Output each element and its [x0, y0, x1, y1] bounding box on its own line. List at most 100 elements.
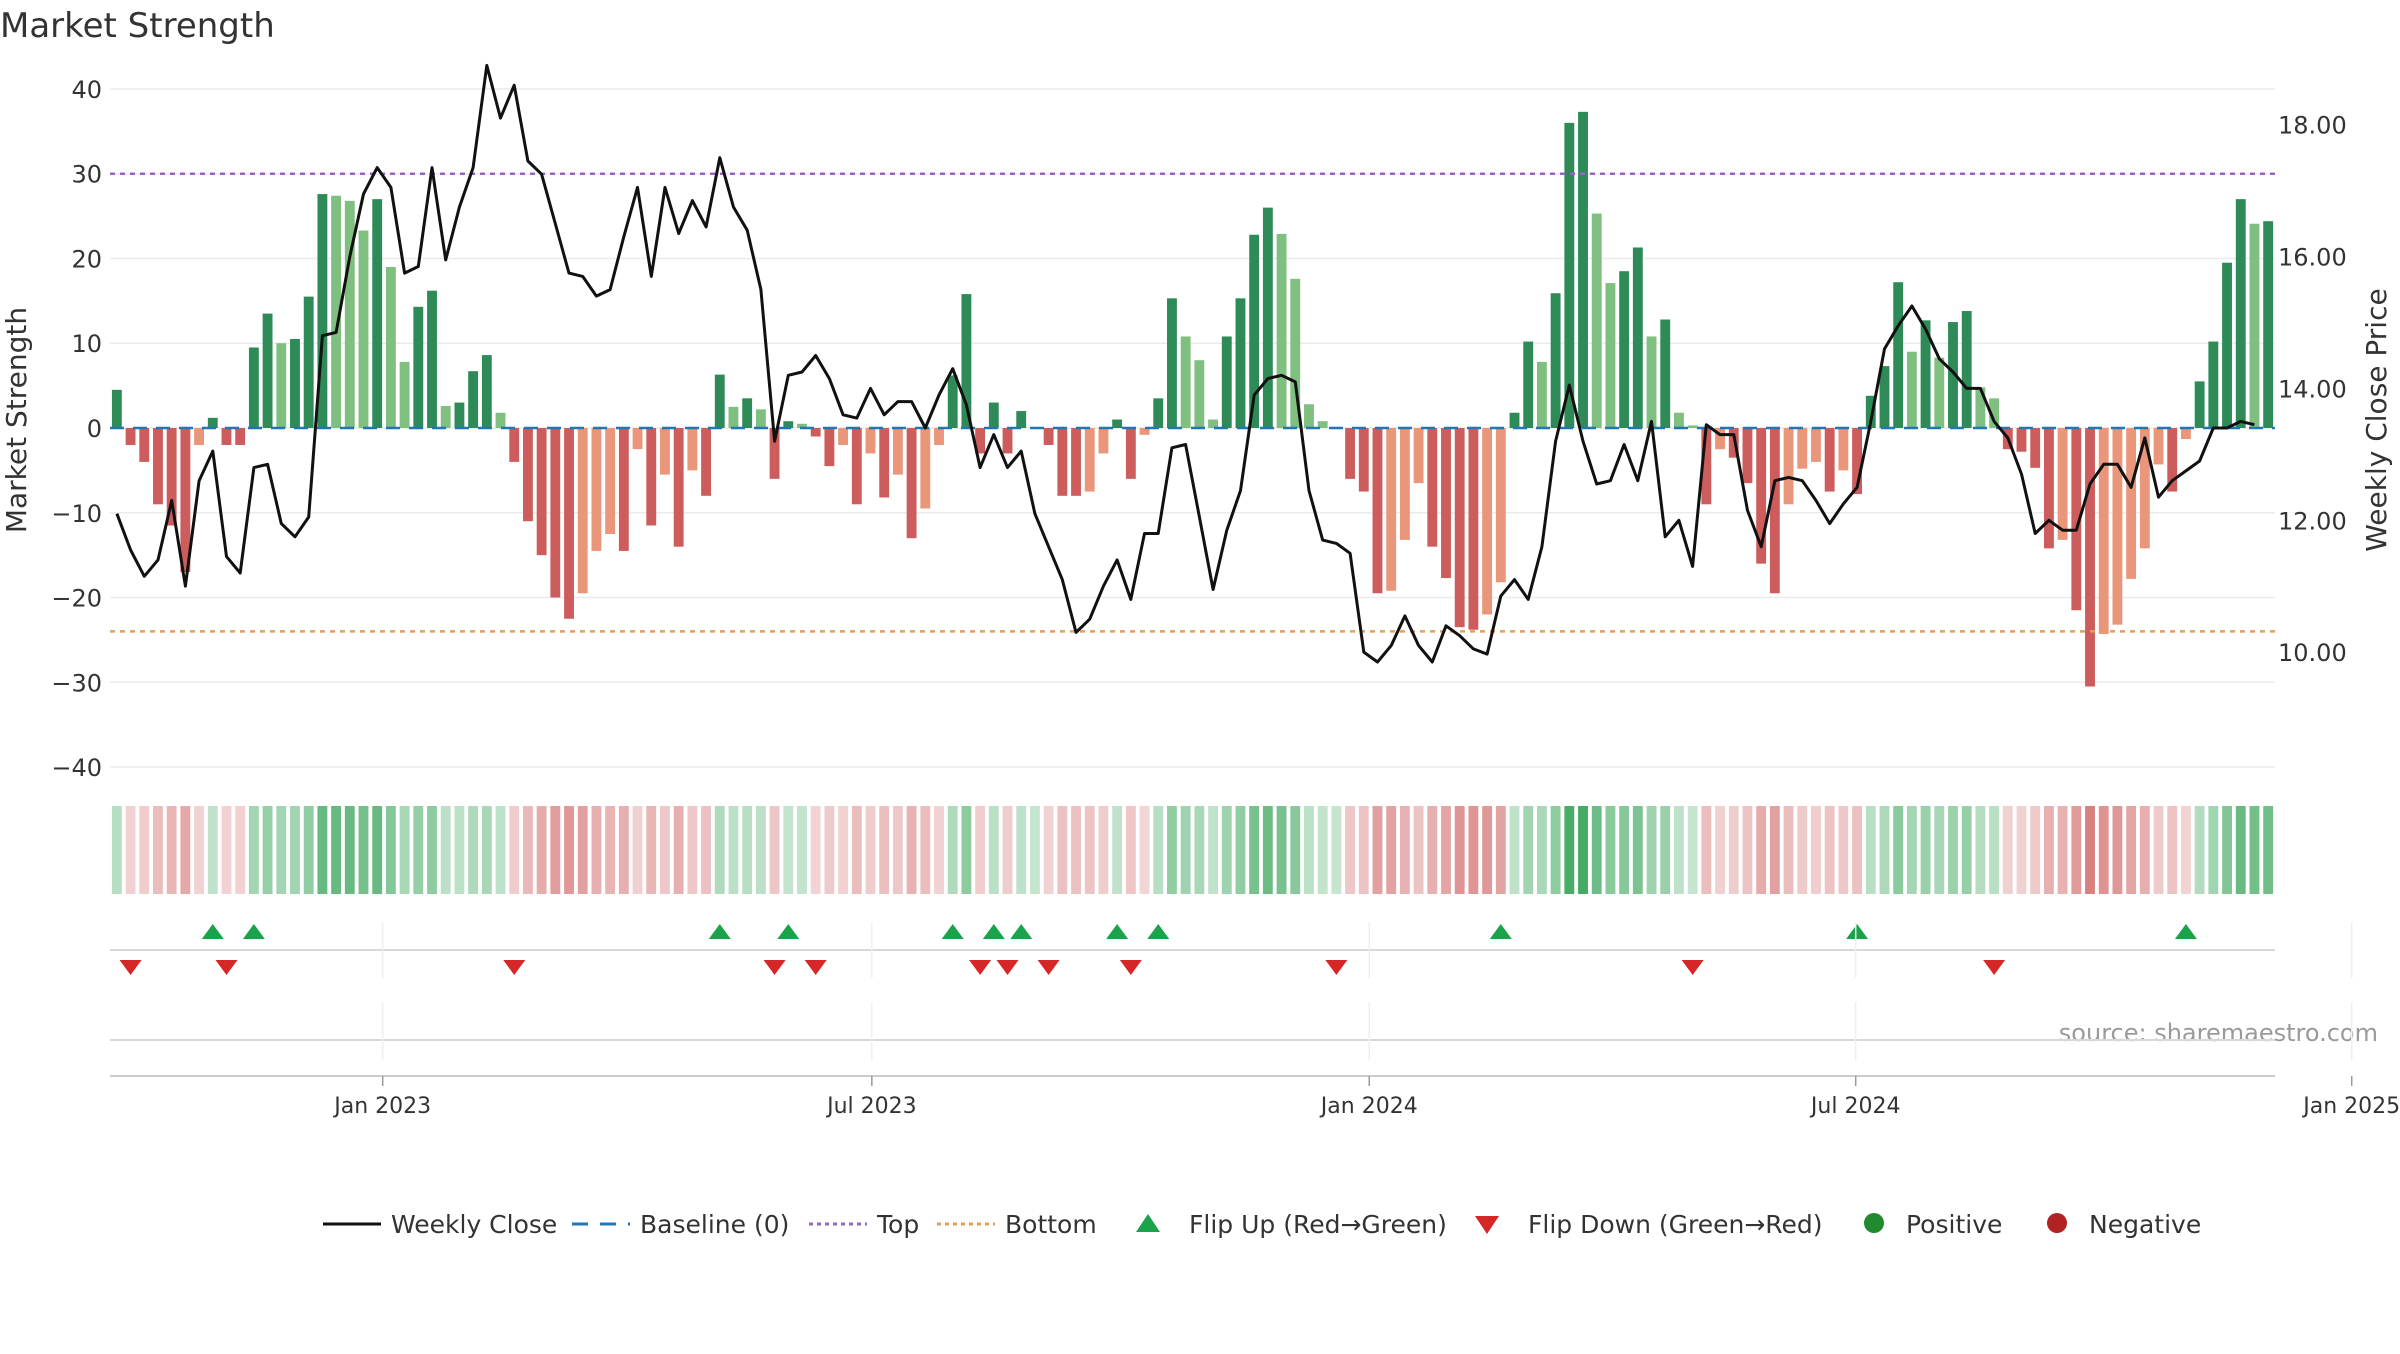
regime-cell: [509, 806, 520, 894]
flip-up-marker: [1010, 924, 1033, 939]
regime-cell: [646, 806, 657, 894]
regime-cell: [742, 806, 753, 894]
regime-cell: [468, 806, 479, 894]
regime-cell: [1550, 806, 1561, 894]
regime-cell: [1441, 806, 1451, 894]
regime-cell: [1646, 806, 1657, 894]
regime-cell: [810, 806, 821, 894]
strength-bar: [1605, 283, 1616, 428]
regime-cell: [1331, 806, 1342, 894]
regime-cell: [1523, 806, 1534, 894]
legend-entry[interactable]: Negative: [2047, 1210, 2201, 1239]
strength-bar: [1235, 298, 1246, 428]
strength-bar: [180, 428, 191, 573]
legend-label: Top: [876, 1210, 919, 1239]
regime-cell: [1029, 806, 1040, 894]
flip-down-marker: [1119, 960, 1142, 975]
regime-cell: [961, 806, 972, 894]
regime-cell: [906, 806, 917, 894]
regime-cell: [1139, 806, 1150, 894]
strength-bar: [1358, 428, 1369, 492]
legend-entry[interactable]: Baseline (0): [572, 1210, 789, 1239]
regime-cell: [276, 806, 287, 894]
strength-bar: [1249, 234, 1260, 428]
strength-bar: [1468, 428, 1479, 630]
regime-strip: [111, 806, 2274, 894]
legend[interactable]: Weekly Close Baseline (0) Top Bottom Flip Up…: [323, 1210, 2201, 1239]
regime-cell: [1509, 806, 1520, 894]
regime-cell: [153, 806, 163, 894]
flip-down-marker: [119, 960, 142, 975]
flip-up-marker: [1489, 924, 1512, 939]
strength-bar: [2112, 428, 2123, 625]
regime-cell: [618, 806, 629, 894]
strength-bar: [331, 195, 342, 428]
strength-bar: [783, 421, 794, 428]
strength-bar: [1016, 411, 1027, 428]
strength-bar: [1715, 428, 1725, 450]
regime-cell: [564, 806, 574, 894]
flip-up-marker: [201, 924, 224, 939]
strength-bar: [1043, 428, 1054, 445]
regime-cell: [427, 806, 437, 894]
regime-cell: [2016, 806, 2027, 894]
regime-cell: [1153, 806, 1164, 894]
regime-cell: [1769, 806, 1780, 894]
legend-entry[interactable]: Bottom: [937, 1210, 1097, 1239]
strength-bar: [1002, 428, 1013, 454]
legend-entry[interactable]: Flip Up (Red→Green): [1136, 1210, 1447, 1239]
x-tick-label: Jul 2024: [1809, 1094, 1901, 1119]
strength-bar: [618, 428, 629, 551]
strength-bar: [235, 428, 246, 445]
regime-cell: [522, 806, 533, 894]
x-axis: Jan 2023 Jul 2023 Jan 2024 Jul 2024 Jan 2025…: [110, 922, 2400, 1119]
strength-bar: [2126, 428, 2137, 579]
triangle-down-icon: [1475, 1216, 1499, 1234]
legend-entry[interactable]: Positive: [1864, 1210, 2002, 1239]
regime-cell: [947, 806, 958, 894]
regime-cell: [1811, 806, 1821, 894]
strength-bar: [1495, 428, 1506, 583]
regime-cell: [1619, 806, 1630, 894]
strength-bar: [1304, 404, 1314, 428]
regime-cell: [988, 806, 999, 894]
strength-bar: [947, 375, 958, 428]
regime-cell: [1180, 806, 1191, 894]
strength-bar: [961, 294, 972, 428]
regime-cell: [2139, 806, 2150, 894]
regime-cell: [577, 806, 588, 894]
regime-cell: [892, 806, 903, 894]
strength-bar: [303, 296, 314, 428]
regime-cell: [1701, 806, 1712, 894]
regime-cell: [755, 806, 766, 894]
strength-bar: [934, 428, 944, 445]
strength-bar: [1564, 122, 1575, 428]
strength-bar: [2057, 428, 2068, 540]
legend-entry[interactable]: Top: [809, 1210, 919, 1239]
strength-bar: [797, 423, 807, 428]
strength-bar: [1989, 398, 2000, 428]
regime-cell: [495, 806, 506, 894]
regime-cell: [851, 806, 862, 894]
flip-down-marker: [804, 960, 827, 975]
regime-cell: [1084, 806, 1095, 894]
strength-bar: [125, 428, 136, 445]
legend-entry[interactable]: Flip Down (Green→Red): [1475, 1210, 1823, 1239]
strength-bar: [1523, 341, 1534, 428]
strength-bar: [509, 428, 520, 462]
legend-entry[interactable]: Weekly Close: [323, 1210, 557, 1239]
regime-cell: [1838, 806, 1849, 894]
circle-icon: [2047, 1213, 2067, 1233]
regime-cell: [701, 806, 711, 894]
y2-axis-label: Weekly Close Price: [2360, 288, 2393, 551]
regime-cell: [1002, 806, 1013, 894]
regime-cell: [235, 806, 246, 894]
strength-bar: [262, 313, 273, 428]
regime-cell: [1262, 806, 1273, 894]
regime-cell: [1660, 806, 1671, 894]
regime-cell: [2030, 806, 2041, 894]
regime-cell: [660, 806, 670, 894]
regime-cell: [2222, 806, 2232, 894]
regime-cell: [1687, 806, 1698, 894]
strength-bar: [1824, 428, 1835, 492]
